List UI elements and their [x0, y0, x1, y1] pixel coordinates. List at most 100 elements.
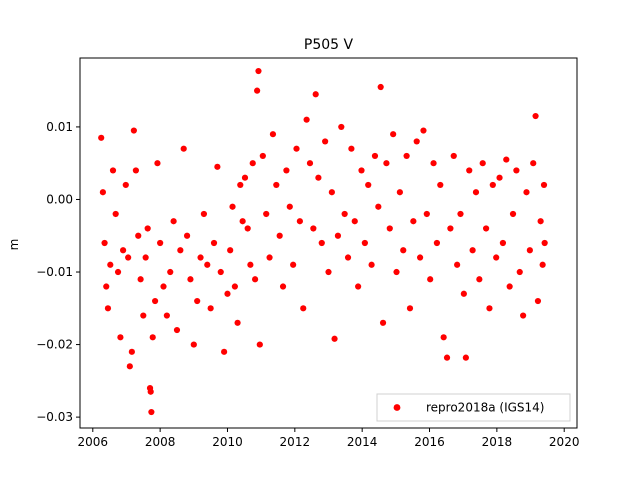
- data-point: [194, 297, 201, 305]
- data-point: [269, 131, 277, 138]
- legend-frame: [376, 393, 571, 422]
- data-point: [365, 181, 372, 189]
- data-point: [147, 388, 154, 395]
- data-point: [341, 210, 348, 218]
- data-point: [190, 341, 197, 348]
- data-point: [180, 145, 187, 152]
- data-point: [310, 225, 317, 232]
- data-point: [331, 335, 338, 342]
- x-tick-label: 2006: [78, 435, 109, 449]
- data-point: [263, 210, 270, 218]
- data-point: [160, 283, 167, 290]
- data-point: [540, 181, 548, 189]
- data-point: [276, 232, 283, 239]
- data-point: [122, 181, 129, 189]
- data-point: [427, 276, 434, 283]
- data-point: [120, 247, 127, 254]
- data-point: [167, 268, 174, 276]
- data-point: [344, 254, 352, 261]
- data-point: [496, 174, 503, 181]
- legend-label: repro2018a (IGS14): [426, 401, 544, 415]
- data-point: [114, 268, 122, 276]
- data-point: [135, 232, 142, 239]
- y-tick-label: 0.01: [46, 120, 73, 134]
- data-point: [318, 239, 325, 247]
- data-point: [99, 189, 106, 196]
- data-point: [266, 254, 273, 261]
- data-point: [379, 319, 387, 326]
- data-point: [256, 341, 263, 348]
- data-point: [437, 181, 444, 189]
- data-point: [151, 297, 159, 305]
- data-point: [416, 254, 424, 261]
- data-point: [476, 276, 483, 283]
- data-point: [217, 268, 224, 276]
- data-point: [334, 232, 342, 239]
- data-point: [532, 112, 539, 120]
- data-point: [315, 174, 322, 181]
- data-point: [393, 268, 400, 276]
- data-point: [234, 319, 241, 326]
- data-point: [132, 167, 139, 174]
- data-point: [526, 247, 533, 254]
- data-point: [197, 254, 204, 261]
- data-point: [249, 160, 256, 167]
- data-point: [224, 290, 231, 297]
- data-point: [410, 218, 417, 225]
- x-tick-label: 2010: [212, 435, 243, 449]
- data-point: [386, 225, 393, 232]
- data-point: [375, 203, 382, 210]
- data-point: [450, 152, 457, 160]
- data-point: [493, 254, 500, 261]
- x-tick-label: 2014: [347, 435, 378, 449]
- data-point: [306, 160, 314, 167]
- data-point: [396, 189, 403, 196]
- data-point: [406, 305, 414, 312]
- data-point: [200, 210, 208, 218]
- data-point: [173, 326, 181, 334]
- data-point: [433, 239, 441, 247]
- data-point: [400, 247, 407, 254]
- data-point: [348, 145, 355, 152]
- x-tick-label: 2018: [482, 435, 513, 449]
- data-point: [513, 167, 520, 174]
- data-point: [214, 163, 221, 170]
- data-point: [300, 305, 307, 312]
- data-point: [137, 276, 144, 283]
- data-point: [163, 312, 170, 319]
- data-point: [296, 218, 303, 225]
- data-point: [204, 261, 211, 268]
- data-point: [541, 239, 548, 247]
- data-point: [472, 189, 480, 196]
- data-point: [229, 203, 236, 210]
- axes: 2006 2008 2010 2012 2014 2016 2018 2020 −0.03 −0.…: [36, 57, 580, 449]
- data-point: [293, 145, 300, 152]
- y-axis-label: m: [7, 239, 21, 251]
- data-point: [423, 210, 430, 218]
- data-point: [210, 239, 218, 247]
- data-point: [482, 225, 490, 232]
- data-point: [286, 203, 293, 210]
- legend: repro2018a (IGS14): [376, 393, 571, 422]
- data-point: [177, 247, 184, 254]
- data-point: [117, 334, 124, 341]
- data-point: [447, 225, 454, 232]
- x-tick-label: 2016: [414, 435, 445, 449]
- data-point: [486, 305, 493, 312]
- data-point: [101, 239, 108, 247]
- data-point: [516, 268, 523, 276]
- data-point: [254, 87, 261, 94]
- data-point: [383, 160, 390, 167]
- data-point: [489, 181, 496, 189]
- data-point: [144, 225, 151, 232]
- x-tick-label: 2020: [549, 435, 580, 449]
- plot-frame: [79, 57, 578, 429]
- data-point: [420, 127, 427, 134]
- data-point: [183, 232, 191, 239]
- data-point: [239, 218, 246, 225]
- data-point: [466, 167, 473, 174]
- data-point: [241, 174, 249, 181]
- data-point: [247, 261, 254, 268]
- data-point: [534, 297, 542, 305]
- data-point: [462, 354, 469, 361]
